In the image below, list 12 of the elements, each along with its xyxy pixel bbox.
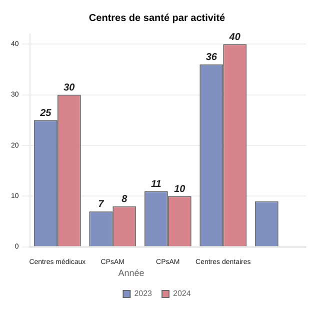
legend-label: 2023 [134,289,153,298]
data-label: 25 [39,108,52,119]
data-label: 11 [150,178,162,190]
data-label: 8 [122,194,128,206]
data-label: 40 [228,32,241,43]
legend-title: Année [118,268,144,278]
chart-title: Centres de santé par activité [88,12,226,24]
data-label: 10 [174,184,186,195]
data-label: 30 [64,82,76,94]
legend-label: 2024 [173,289,192,298]
data-label: 36 [206,52,218,64]
data-label: 7 [98,199,104,210]
